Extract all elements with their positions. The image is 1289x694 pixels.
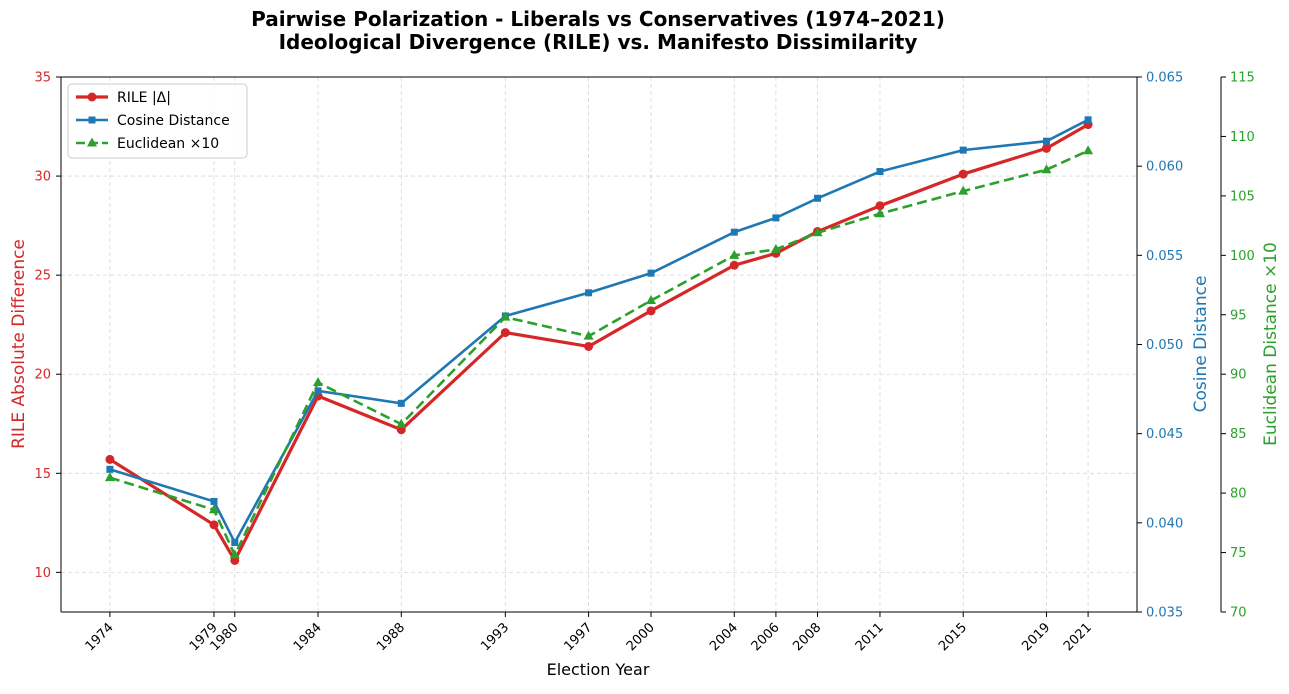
cosine-tick-label: 0.035	[1146, 606, 1183, 621]
data-point-circle	[209, 520, 219, 530]
data-point-triangle	[1083, 145, 1094, 155]
data-point-circle	[729, 260, 739, 270]
data-point-square	[876, 168, 884, 176]
cosine-tick-label: 0.060	[1146, 160, 1183, 175]
data-point-triangle	[874, 208, 885, 218]
left-tick-label: 15	[34, 467, 51, 482]
data-point-circle	[500, 328, 510, 338]
data-point-triangle	[208, 504, 219, 514]
data-point-triangle	[770, 243, 781, 253]
left-tick-label: 25	[34, 269, 51, 284]
data-point-circle	[584, 341, 594, 351]
x-tick-label: 1993	[478, 620, 512, 654]
x-tick-label: 2011	[853, 620, 887, 654]
data-point-triangle	[1041, 164, 1052, 174]
x-tick-label: 1997	[561, 620, 595, 654]
data-point-square	[210, 497, 218, 505]
data-point-circle	[646, 306, 656, 316]
euclidean-tick-label: 95	[1230, 308, 1247, 323]
data-point-triangle	[104, 472, 115, 482]
euclidean-tick-label: 115	[1230, 71, 1255, 86]
legend: RILE |Δ| Cosine Distance Euclidean ×10	[67, 83, 248, 159]
euclidean-tick-label: 90	[1230, 368, 1247, 383]
left-tick-label: 10	[34, 566, 51, 581]
euclidean-tick-label: 80	[1230, 487, 1247, 502]
x-tick-label: 1988	[374, 620, 408, 654]
euclidean-tick-label: 110	[1230, 130, 1255, 145]
left-axis-label: RILE Absolute Difference	[9, 239, 29, 449]
x-tick-label: 1984	[291, 620, 325, 654]
data-point-square	[314, 387, 322, 395]
data-point-circle	[105, 454, 115, 464]
data-point-triangle	[229, 549, 240, 559]
data-point-triangle	[500, 311, 511, 321]
chart-title-line1: Pairwise Polarization - Liberals vs Cons…	[251, 7, 945, 31]
x-tick-label: 2006	[749, 620, 783, 654]
data-point-triangle	[396, 418, 407, 428]
series-line-3	[109, 149, 1089, 557]
x-tick-label: 2000	[624, 620, 658, 654]
left-tick-label: 30	[34, 170, 51, 185]
data-point-square	[397, 399, 405, 407]
data-point-triangle	[313, 377, 324, 387]
legend-marker-square	[88, 116, 96, 124]
data-point-circle	[875, 201, 885, 211]
cosine-axis-label: Cosine Distance	[1191, 276, 1211, 413]
x-tick-label: 2021	[1061, 620, 1095, 654]
legend-marker-triangle	[87, 137, 97, 147]
euclidean-tick-label: 70	[1230, 606, 1247, 621]
data-point-square	[1084, 116, 1092, 124]
euclidean-tick-label: 105	[1230, 189, 1255, 204]
data-point-square	[959, 146, 967, 154]
x-axis-label: Election Year	[547, 660, 650, 679]
data-point-square	[1042, 137, 1050, 145]
data-point-square	[814, 194, 822, 202]
euclidean-axis-label: Euclidean Distance ×10	[1261, 242, 1281, 446]
data-point-triangle	[958, 185, 969, 195]
legend-label-2: Cosine Distance	[117, 113, 230, 129]
data-point-square	[106, 465, 114, 473]
data-point-square	[730, 228, 738, 236]
data-point-square	[647, 269, 655, 277]
euclidean-tick-label: 100	[1230, 249, 1255, 264]
data-point-circle	[1041, 143, 1051, 153]
legend-label-3: Euclidean ×10	[117, 136, 219, 152]
cosine-tick-label: 0.040	[1146, 516, 1183, 531]
series-line-1	[109, 123, 1089, 563]
left-tick-label: 35	[34, 71, 51, 86]
data-point-square	[585, 289, 593, 297]
x-tick-label: 2008	[790, 620, 824, 654]
euclidean-tick-label: 85	[1230, 427, 1247, 442]
data-point-square	[772, 214, 780, 222]
cosine-tick-label: 0.050	[1146, 338, 1183, 353]
data-point-square	[231, 538, 239, 546]
legend-label-1: RILE |Δ|	[117, 90, 171, 106]
x-tick-label: 1974	[83, 620, 117, 654]
data-point-triangle	[583, 330, 594, 340]
x-tick-label: 2004	[707, 620, 741, 654]
cosine-tick-label: 0.065	[1146, 71, 1183, 86]
data-point-triangle	[729, 249, 740, 259]
x-tick-label: 2015	[936, 620, 970, 654]
euclidean-tick-label: 75	[1230, 546, 1247, 561]
cosine-tick-label: 0.055	[1146, 249, 1183, 264]
series-layer	[104, 116, 1094, 565]
data-point-triangle	[812, 227, 823, 237]
left-tick-label: 20	[34, 368, 51, 383]
legend-box	[67, 83, 248, 159]
data-point-triangle	[646, 295, 657, 305]
data-point-circle	[958, 169, 968, 179]
legend-marker-circle	[87, 92, 97, 102]
cosine-tick-label: 0.045	[1146, 427, 1183, 442]
x-tick-label: 2019	[1019, 620, 1053, 654]
chart-title-line2: Ideological Divergence (RILE) vs. Manife…	[279, 30, 918, 54]
